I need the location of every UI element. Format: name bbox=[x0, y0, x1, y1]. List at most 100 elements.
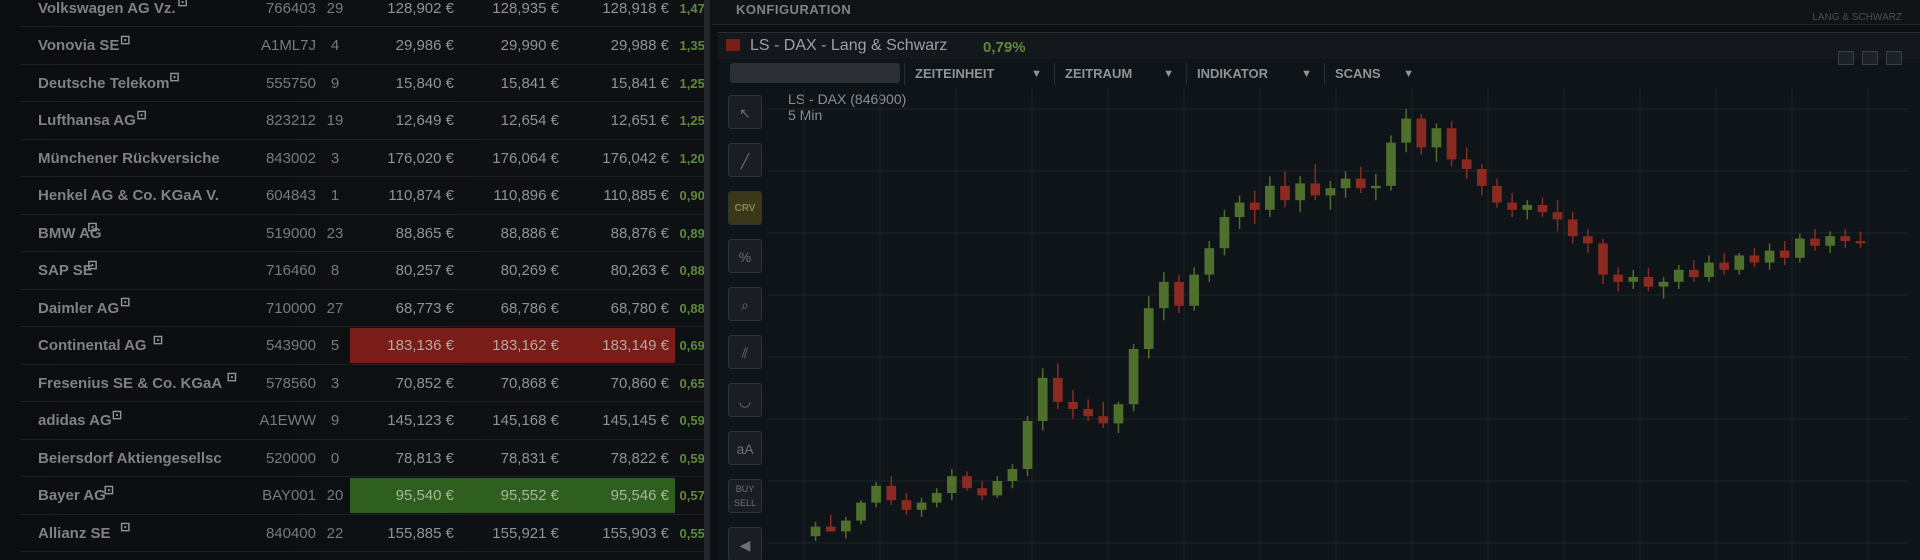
table-row[interactable]: Vonovia SE ⊡ A1ML7J 4 29,986 € 29,990 € 29,988… bbox=[20, 28, 710, 65]
symbol-name: LS - DAX (846900) bbox=[788, 91, 907, 107]
table-row[interactable]: SAP SE ⊡ 716460 8 80,257 € 80,269 € 80,263 € 0,… bbox=[20, 253, 710, 290]
candle bbox=[1159, 272, 1169, 321]
candle-body bbox=[1613, 274, 1623, 282]
candlestick-chart[interactable] bbox=[768, 89, 1908, 560]
chart-window: LS - DAX - Lang & Schwarz 0,79% ZEITEINH… bbox=[718, 32, 1920, 560]
table-row[interactable]: Beiersdorf Aktiengesellsc 520000 0 78,813 €… bbox=[20, 440, 710, 477]
count-cell: 4 bbox=[330, 37, 340, 54]
candle bbox=[841, 517, 851, 539]
close-icon[interactable] bbox=[1886, 51, 1902, 65]
table-row[interactable]: Continental AG ⊡ 543900 5 183,136 €183,162 €… bbox=[20, 328, 710, 365]
bid-cell: 15,840 € bbox=[395, 74, 454, 92]
info-icon[interactable]: ⊡ bbox=[111, 407, 123, 422]
candle-body bbox=[1446, 128, 1457, 160]
parallel-lines-icon[interactable]: ⫽ bbox=[728, 335, 762, 369]
table-row[interactable]: Allianz SE ⊡ 840400 22 155,885 € 155,921 € 155… bbox=[20, 515, 710, 552]
candle-body bbox=[1265, 185, 1275, 210]
maximize-icon[interactable] bbox=[1862, 51, 1878, 65]
bid-cell: 70,852 € bbox=[395, 374, 454, 392]
table-row[interactable]: Deutsche Telekom ⊡ 555750 9 15,840 € 15,841 €… bbox=[20, 65, 710, 102]
candle bbox=[1598, 238, 1608, 285]
candle-body bbox=[1507, 202, 1517, 210]
table-row[interactable]: Bayer AG ⊡ BAY001 20 95,540 €95,552 €95,546 … bbox=[20, 478, 710, 515]
info-icon[interactable]: ⊡ bbox=[136, 107, 147, 122]
candle bbox=[1295, 176, 1305, 213]
candle bbox=[1401, 109, 1411, 153]
buy-sell-icon[interactable]: BUY SELL bbox=[728, 479, 762, 513]
chevron-down-icon: ▼ bbox=[1301, 68, 1312, 80]
candle-body bbox=[1855, 241, 1866, 244]
table-row[interactable]: Fresenius SE & Co. KGaA ⊡ 578560 3 70,852 € 7… bbox=[20, 365, 710, 402]
bid-cell: 155,885 € bbox=[387, 524, 454, 542]
info-icon[interactable]: ⊡ bbox=[120, 32, 131, 47]
candle bbox=[1128, 344, 1139, 412]
window-logo-icon bbox=[726, 39, 740, 51]
candle-body bbox=[947, 476, 957, 493]
ask-cell: 88,886 € bbox=[500, 224, 559, 242]
candle bbox=[916, 497, 927, 517]
candle-body bbox=[1840, 236, 1851, 241]
info-icon[interactable]: ⊡ bbox=[120, 295, 131, 309]
candle-body bbox=[1189, 274, 1199, 306]
table-row[interactable]: BMW AG ⊡ 519000 23 88,865 € 88,886 € 88,876 € 0… bbox=[20, 215, 710, 252]
count-cell: 3 bbox=[330, 149, 340, 167]
table-row[interactable]: Münchener Rückversiche 843002 3 176,020 € 17… bbox=[20, 140, 710, 177]
candle-body bbox=[1764, 250, 1775, 263]
cursor-icon[interactable]: ↖ bbox=[728, 95, 762, 129]
bid-cell: 128,902 € bbox=[387, 0, 454, 17]
bid-cell: 29,986 € bbox=[395, 37, 454, 54]
table-row[interactable]: Henkel AG & Co. KGaA V. 604843 1 110,874 € 1… bbox=[20, 178, 710, 215]
panel-divider[interactable] bbox=[704, 0, 710, 560]
zoom-icon[interactable]: ⌕ bbox=[728, 287, 762, 321]
table-row[interactable]: Daimler AG ⊡ 710000 27 68,773 € 68,786 € 68,78… bbox=[20, 290, 710, 327]
bid-cell: 80,257 € bbox=[395, 262, 454, 279]
mid-cell: 12,651 € bbox=[610, 112, 669, 129]
arc-icon[interactable]: ◡ bbox=[728, 383, 762, 417]
wkn-cell: 710000 bbox=[265, 299, 316, 317]
info-icon[interactable]: ⊡ bbox=[87, 220, 98, 234]
candle-body bbox=[1719, 262, 1729, 270]
info-icon[interactable]: ⊡ bbox=[103, 482, 115, 497]
table-row[interactable]: Lufthansa AG ⊡ 823212 19 12,649 € 12,654 € 12,… bbox=[20, 103, 710, 140]
candle bbox=[1143, 296, 1154, 359]
candle bbox=[1855, 231, 1866, 249]
count-cell: 5 bbox=[330, 337, 340, 354]
stock-name: Henkel AG & Co. KGaA V. bbox=[38, 187, 219, 204]
menu-zeitraum[interactable]: ZEITRAUM ▼ bbox=[1054, 63, 1182, 85]
wkn-cell: 840400 bbox=[265, 524, 316, 542]
config-bar: KONFIGURATION LANG & SCHWARZ bbox=[712, 0, 1920, 25]
candle bbox=[977, 481, 987, 501]
minimize-icon[interactable] bbox=[1838, 51, 1854, 65]
chart-panel: KONFIGURATION LANG & SCHWARZ LS - DAX - … bbox=[712, 0, 1920, 560]
candle bbox=[1113, 401, 1124, 433]
menu-indikator[interactable]: INDIKATOR ▼ bbox=[1186, 63, 1320, 85]
bid-cell: 78,813 € bbox=[395, 449, 454, 467]
bid-cell: 88,865 € bbox=[395, 224, 454, 242]
candle-body bbox=[1522, 205, 1533, 210]
candle-body bbox=[977, 488, 987, 496]
candle-body bbox=[1658, 281, 1669, 287]
info-icon[interactable]: ⊡ bbox=[169, 70, 180, 84]
info-icon[interactable]: ⊡ bbox=[177, 0, 188, 9]
line-icon[interactable]: ╱ bbox=[728, 143, 762, 177]
arrow-left-icon[interactable]: ◀ bbox=[728, 527, 762, 560]
table-row[interactable]: Volkswagen AG Vz. ⊡ 766403 29 128,902 € 128,9… bbox=[20, 0, 710, 27]
percent-icon[interactable]: % bbox=[728, 239, 762, 273]
info-icon[interactable]: ⊡ bbox=[152, 332, 164, 347]
candle-body bbox=[841, 520, 851, 532]
text-size-icon[interactable]: aA bbox=[728, 431, 762, 465]
candle-body bbox=[825, 526, 836, 532]
symbol-search-input[interactable] bbox=[730, 63, 900, 83]
menu-scans[interactable]: SCANS ▼ bbox=[1324, 63, 1422, 85]
info-icon[interactable]: ⊡ bbox=[87, 257, 98, 272]
menu-zeiteinheit[interactable]: ZEITEINHEIT ▼ bbox=[904, 63, 1050, 85]
candle bbox=[810, 521, 821, 541]
menu-label: SCANS bbox=[1335, 66, 1381, 81]
wkn-cell: 843002 bbox=[265, 149, 316, 167]
info-icon[interactable]: ⊡ bbox=[120, 520, 131, 534]
crv-icon[interactable]: CRV bbox=[728, 191, 762, 225]
stock-name: Volkswagen AG Vz. bbox=[38, 0, 176, 17]
info-icon[interactable]: ⊡ bbox=[226, 370, 238, 384]
candle-body bbox=[1492, 185, 1502, 203]
table-row[interactable]: adidas AG ⊡ A1EWW 9 145,123 € 145,168 € 145,14… bbox=[20, 403, 710, 440]
